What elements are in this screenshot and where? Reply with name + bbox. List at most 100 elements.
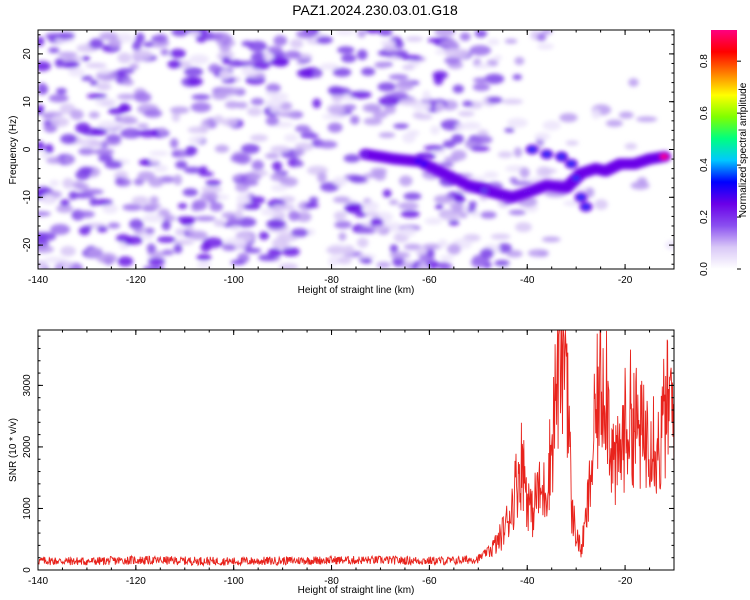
spectrogram-cell [131, 196, 149, 206]
spectrogram-cell [145, 227, 155, 235]
spectrogram-cell [213, 219, 226, 227]
spectrogram-cell [332, 67, 352, 77]
spectrogram-cell [117, 256, 134, 267]
spectrogram-cell [423, 145, 445, 151]
spectrogram-cell [183, 166, 203, 174]
x-tick-label: -20 [618, 275, 633, 286]
spectrogram-cell [76, 210, 95, 219]
spectrogram-cell [433, 194, 454, 204]
spectrogram-cell [563, 200, 583, 207]
spectrogram-cell [452, 84, 465, 94]
spectrogram-cell [250, 196, 266, 204]
spectrogram-cell [173, 174, 183, 186]
spectrogram-cell [214, 144, 230, 153]
spectrogram-cell [405, 36, 423, 42]
spectrogram-cell [392, 256, 405, 267]
spectrogram-cell [415, 113, 433, 120]
spectrogram-cell [44, 143, 54, 154]
spectrogram-cell [122, 79, 135, 86]
spectrogram-cell [363, 117, 383, 126]
spectrogram-cell [354, 212, 368, 218]
spectrogram-cell [169, 138, 179, 149]
spectrogram-cell [412, 102, 432, 111]
spectrogram-cell [312, 98, 322, 109]
spectrogram-cell [515, 222, 532, 233]
spectrogram-cell [422, 243, 443, 250]
spectrogram-cell [188, 30, 201, 37]
spectrogram-cell [153, 164, 168, 173]
spectrogram-cell [96, 82, 112, 91]
spectrogram-cell [142, 213, 165, 223]
y-tick-label: 20 [22, 48, 33, 60]
spectrogram-cell [48, 47, 60, 54]
spectrogram-cell [44, 256, 66, 264]
spectrogram-cell [115, 233, 131, 243]
spectrogram-cell [402, 132, 416, 144]
spectrogram-cell [108, 38, 122, 49]
spectrogram-cell [81, 55, 91, 62]
spectrogram-cell [272, 204, 283, 212]
spectrogram-cell [349, 90, 372, 99]
spectrogram-cell [245, 60, 255, 66]
spectrogram-cell [356, 237, 369, 248]
spectrogram-cell [175, 160, 188, 169]
spectrogram-cell [326, 246, 346, 255]
spectrogram-cell [327, 122, 343, 133]
spectrogram-cell [343, 154, 361, 163]
spectrogram-cell [426, 248, 435, 258]
spectrogram-cell [472, 83, 491, 92]
spectrogram-cell [393, 39, 404, 49]
spectrogram-cell [605, 119, 623, 128]
spectrogram-cell [221, 118, 239, 127]
spectrogram-cell [161, 219, 171, 231]
spectrogram-cell [191, 199, 208, 211]
spectrogram-cell [317, 172, 327, 183]
spectrogram-cell [454, 195, 466, 204]
spectrogram-cell [378, 132, 396, 138]
spectrogram-cell [89, 38, 104, 50]
spectrogram-cell [199, 123, 209, 134]
spectrogram-cell [104, 160, 123, 169]
spectrogram-cell [301, 130, 315, 136]
spectrogram-cell [536, 43, 555, 50]
spectrogram-cell [270, 184, 288, 192]
spectrogram-cell [89, 197, 98, 207]
colorbar-label: Normalized spectral amplitude [738, 82, 749, 217]
spectrogram-cell [265, 91, 277, 97]
spectrogram-cell [88, 111, 100, 119]
spectrogram-cell [388, 199, 399, 206]
spectrogram-cell [38, 211, 51, 217]
spectrogram-cell [143, 109, 163, 118]
spectrogram-cell [290, 228, 309, 238]
spectrogram-cell [273, 35, 288, 46]
spectrogram-cell [320, 182, 339, 192]
spectrogram-cell [148, 176, 164, 188]
x-tick-label: -80 [324, 275, 339, 286]
spectrogram-cell [205, 179, 221, 187]
spectrogram-cell [96, 252, 118, 264]
spectrogram-cell [372, 225, 387, 231]
spectrogram-cell [358, 254, 377, 260]
spectrogram-cell [334, 220, 352, 229]
snr-y-ticks: 0 1000 2000 3000 [22, 335, 674, 573]
spectrogram-cell [212, 32, 223, 40]
spectrogram-cell [389, 244, 399, 254]
spectrogram-cell [332, 196, 351, 204]
spectrogram-cell [437, 239, 448, 248]
colorbar-tick-label: 0.8 [699, 54, 710, 68]
spectrogram-cell [234, 209, 244, 220]
spectrogram-cell [120, 116, 138, 125]
spectrogram-cell [258, 254, 276, 262]
spectrogram-cell [343, 202, 364, 214]
spectrogram-cell [236, 193, 251, 205]
page-title: PAZ1.2024.230.03.01.G18 [292, 2, 458, 18]
x-tick-label: -80 [324, 576, 339, 587]
spectrogram-y-ticks: -20 -10 0 10 20 [22, 34, 674, 265]
spectrogram-cell [321, 114, 343, 120]
spectrogram-cell [328, 255, 339, 267]
spectrogram-cell [169, 48, 186, 59]
spectrogram-cell [116, 93, 137, 100]
spectrogram-cell [177, 202, 188, 210]
spectrogram-cell [250, 51, 268, 63]
